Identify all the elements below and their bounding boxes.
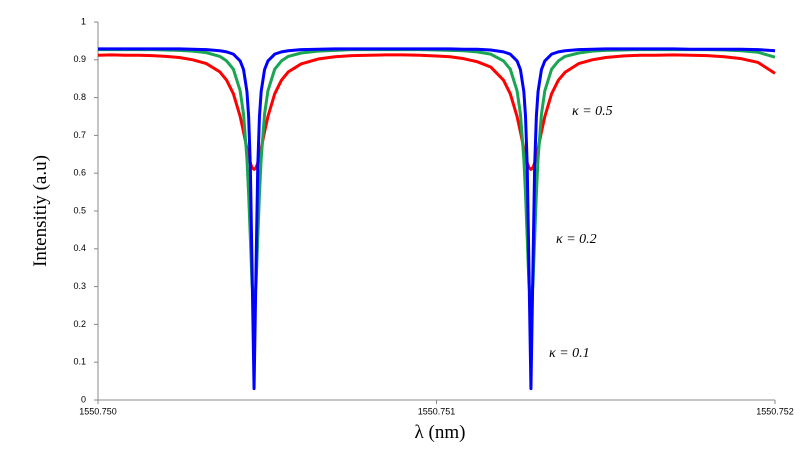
x-tick-label: 1550.750 [79,406,117,416]
series-line [98,48,776,311]
y-tick-label: 0.8 [73,92,86,102]
x-axis-label: λ (nm) [415,422,466,443]
y-tick-label: 0.5 [73,205,86,215]
y-tick-label: 0.3 [73,281,86,291]
series-line [98,47,776,391]
x-tick-label: 1550.751 [418,406,456,416]
y-tick-label: 0.9 [73,54,86,64]
y-tick-label: 1 [81,16,86,26]
y-tick-label: 0.1 [73,357,86,367]
series-line [97,53,776,171]
y-tick-label: 0.4 [73,243,86,253]
y-tick-label: 0.6 [73,168,86,178]
y-tick-label: 0.2 [73,319,86,329]
y-tick-label: 0 [81,394,86,404]
y-tick-label: 0.7 [73,130,86,140]
x-tick-label: 1550.752 [756,406,794,416]
annotation: κ = 0.5 [572,104,613,119]
annotation: κ = 0.2 [556,232,597,247]
y-axis-label: Intensitiy (a.u) [30,155,51,267]
annotation: κ = 0.1 [549,346,590,361]
